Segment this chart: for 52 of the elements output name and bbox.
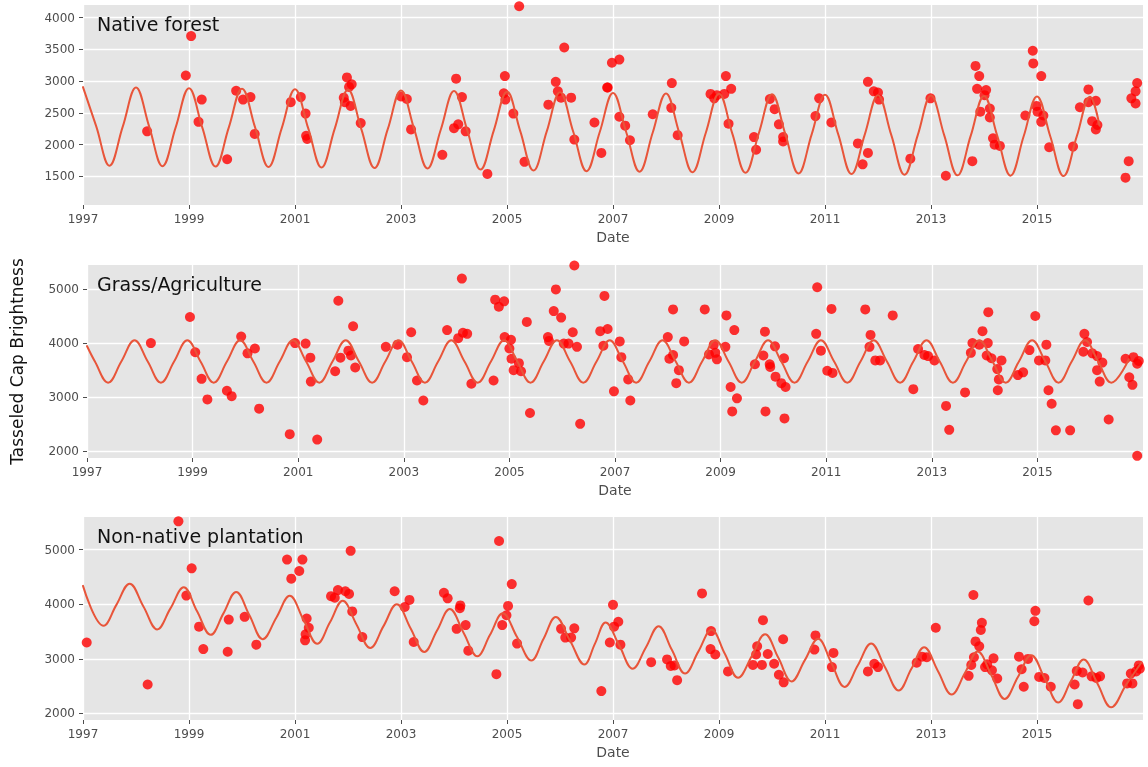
x-tick-label: 1999 xyxy=(177,465,208,479)
x-axis-title: Date xyxy=(598,481,632,498)
x-tick-label: 2009 xyxy=(703,212,735,226)
y-tick-label: 3000 xyxy=(44,651,75,666)
line-series xyxy=(82,582,1143,709)
y-tick-label: 4000 xyxy=(48,336,79,351)
x-tick-label: 2015 xyxy=(1021,727,1053,741)
y-tick-label: 3000 xyxy=(44,74,75,89)
x-tick-label: 2007 xyxy=(597,212,629,226)
x-axis-title: Date xyxy=(596,743,630,760)
x-tick-label: 2011 xyxy=(809,212,841,226)
x-tick-label: 2001 xyxy=(279,212,311,226)
chart-title: Grass/Agriculture xyxy=(97,272,262,295)
x-tick-label: 2007 xyxy=(599,465,631,479)
x-tick-label: 2005 xyxy=(491,727,523,741)
x-tick-label: 2005 xyxy=(494,465,525,479)
x-tick-label: 2011 xyxy=(810,465,842,479)
y-tick-label: 4000 xyxy=(44,10,75,25)
x-tick-label: 2003 xyxy=(385,212,417,226)
chart-title: Native forest xyxy=(97,12,220,35)
y-tick-label: 2000 xyxy=(44,706,75,721)
x-tick-label: 2007 xyxy=(597,727,629,741)
x-tick-label: 2011 xyxy=(809,727,841,741)
x-tick-label: 2009 xyxy=(703,727,735,741)
x-tick-label: 1997 xyxy=(67,212,99,226)
x-tick-label: 2005 xyxy=(491,212,523,226)
x-tick-label: 2001 xyxy=(282,465,314,479)
x-tick-label: 2013 xyxy=(915,212,947,226)
x-axis-title: Date xyxy=(596,228,630,245)
x-tick-label: 1999 xyxy=(173,727,205,741)
x-tick-label: 1997 xyxy=(71,465,103,479)
y-tick-label: 2000 xyxy=(44,137,75,152)
x-tick-label: 2001 xyxy=(279,727,311,741)
x-tick-label: 1999 xyxy=(173,212,205,226)
y-axis-title: Tasseled Cap Brightness xyxy=(6,258,27,466)
x-tick-label: 2003 xyxy=(388,465,420,479)
y-tick-label: 5000 xyxy=(44,542,75,557)
y-tick-label: 2500 xyxy=(44,105,75,120)
x-tick-label: 2015 xyxy=(1022,465,1053,479)
y-tick-label: 3000 xyxy=(48,390,79,405)
x-tick-label: 2003 xyxy=(385,727,417,741)
x-tick-label: 2013 xyxy=(916,465,948,479)
y-tick-label: 2000 xyxy=(48,444,79,459)
x-tick-label: 2009 xyxy=(705,465,736,479)
x-tick-label: 1997 xyxy=(67,727,99,741)
y-tick-label: 3500 xyxy=(44,42,75,57)
chart-title: Non-native plantation xyxy=(97,524,304,547)
x-tick-label: 2013 xyxy=(915,727,947,741)
y-tick-label: 1500 xyxy=(44,169,75,184)
y-tick-label: 5000 xyxy=(48,281,79,296)
x-tick-label: 2015 xyxy=(1021,212,1053,226)
y-tick-label: 4000 xyxy=(44,597,75,612)
